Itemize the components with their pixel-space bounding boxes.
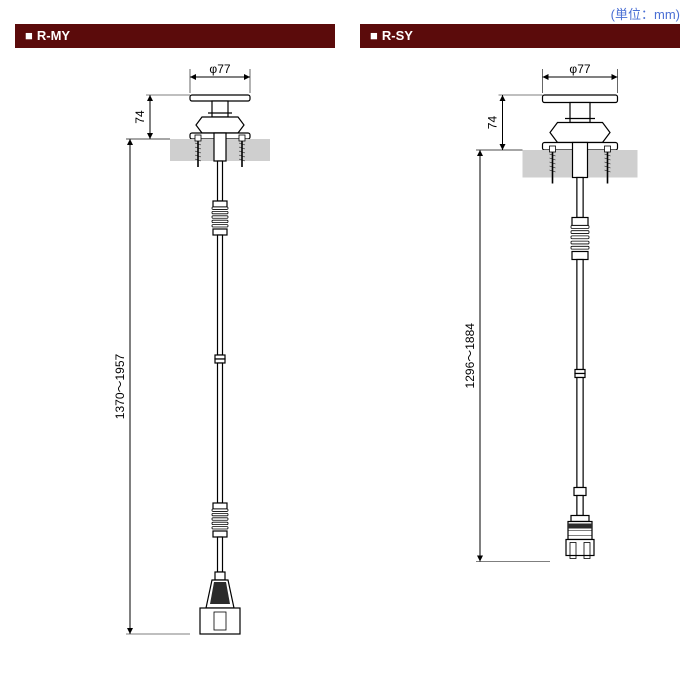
square-icon: ■ bbox=[370, 24, 378, 48]
drawing-rsy: φ77 74 1296～1884 bbox=[360, 50, 695, 690]
model-label-left: ■ R-MY bbox=[15, 24, 335, 48]
drawing-rmy: φ77 74 1370～1957 bbox=[15, 50, 350, 690]
svg-text:φ77: φ77 bbox=[209, 62, 230, 76]
square-icon: ■ bbox=[25, 24, 33, 48]
unit-note: (単位：mm) bbox=[611, 4, 680, 23]
svg-text:1296～1884: 1296～1884 bbox=[463, 323, 477, 389]
svg-text:φ77: φ77 bbox=[569, 62, 590, 76]
model-label-right: ■ R-SY bbox=[360, 24, 680, 48]
svg-text:74: 74 bbox=[133, 110, 147, 124]
svg-text:1370～1957: 1370～1957 bbox=[113, 353, 127, 419]
svg-text:74: 74 bbox=[486, 116, 500, 130]
model-label-right-text: R-SY bbox=[382, 28, 413, 43]
model-label-left-text: R-MY bbox=[37, 28, 70, 43]
